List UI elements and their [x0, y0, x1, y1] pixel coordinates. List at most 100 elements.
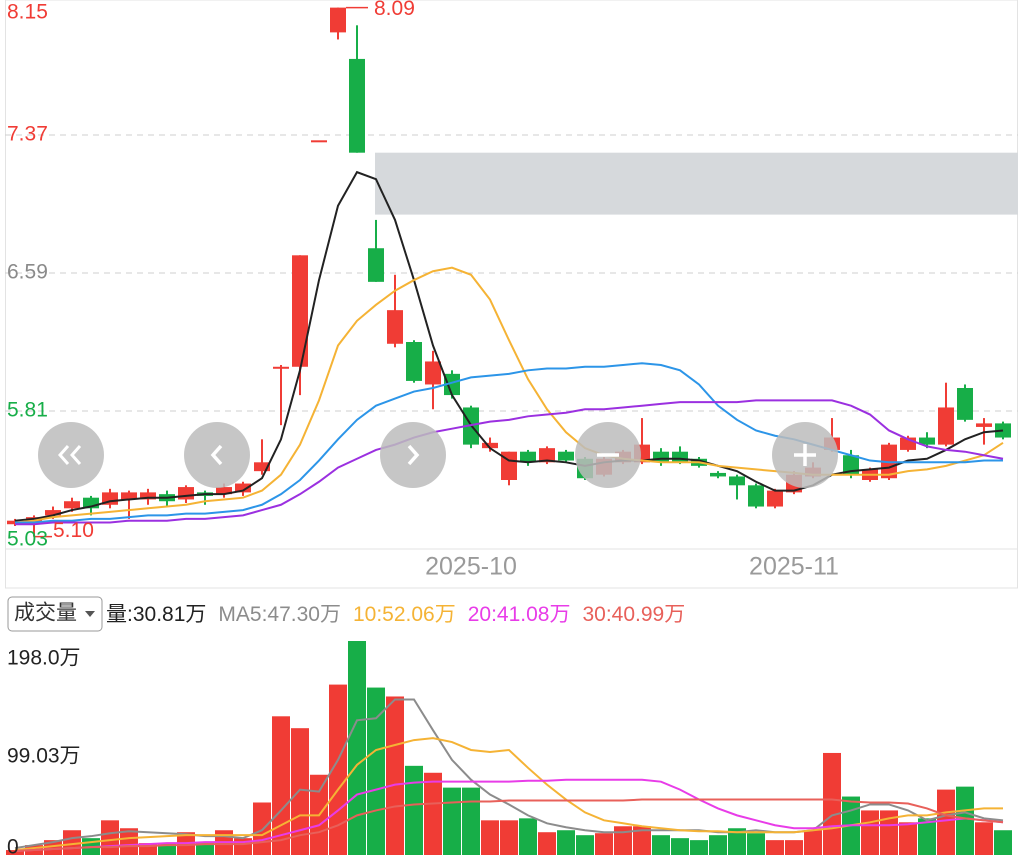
- y-tick-label: 7.37: [7, 123, 48, 146]
- volume-bar: [386, 696, 404, 855]
- candle-body: [653, 451, 669, 463]
- volume-bar: [652, 835, 670, 855]
- legend-entry: 10:52.06万: [353, 603, 456, 626]
- candle-body: [387, 310, 403, 344]
- volume-bar: [804, 830, 822, 855]
- candle-body: [919, 437, 935, 445]
- volume-bar: [918, 818, 936, 855]
- legend-entry: 20:41.08万: [468, 603, 571, 626]
- y-tick-label: 0: [7, 836, 19, 855]
- candle-body: [235, 483, 251, 493]
- candle-body: [767, 490, 783, 507]
- y-tick-label: 99.03万: [7, 744, 81, 767]
- zoom-in-button[interactable]: [575, 422, 641, 488]
- next-button[interactable]: [380, 422, 446, 488]
- zoom-in-button[interactable]: [772, 422, 838, 488]
- legend-entry: MA5:47.30万: [218, 603, 341, 626]
- volume-legend: 量:30.81万 MA5:47.30万 10:52.06万 20:41.08万 30:4…: [106, 603, 685, 626]
- candle-body: [45, 510, 61, 516]
- volume-bar: [101, 820, 119, 855]
- volume-bar: [576, 835, 594, 855]
- volume-bar: [253, 802, 271, 855]
- indicator-label: 成交量: [14, 602, 77, 625]
- volume-bar: [481, 820, 499, 855]
- volume-bar: [994, 830, 1012, 855]
- candle-body: [178, 487, 194, 500]
- ma-line: [14, 170, 1004, 522]
- price-panel-frame: [5, 0, 1018, 550]
- candle-body: [558, 451, 574, 461]
- volume-bar: [709, 835, 727, 855]
- ma-line: [14, 266, 1004, 524]
- volume-bar: [899, 822, 917, 855]
- volume-bar: [424, 772, 442, 855]
- volume-bar: [405, 765, 423, 855]
- y-tick-label: 6.59: [7, 261, 48, 284]
- volume-bar: [139, 843, 157, 855]
- y-tick-label: 8.15: [7, 1, 48, 24]
- volume-bar: [633, 826, 651, 855]
- volume-bar: [329, 684, 347, 855]
- volume-bar: [975, 822, 993, 855]
- volume-bar: [614, 826, 632, 855]
- ma-line: [15, 362, 1003, 524]
- y-tick-label: 5.03: [7, 528, 48, 551]
- candle-body: [216, 487, 232, 495]
- ma-line: [14, 798, 1004, 853]
- volume-bar: [747, 833, 765, 855]
- candle-body: [976, 423, 992, 427]
- volume-bar: [880, 810, 898, 855]
- candle-body: [444, 373, 460, 396]
- candle-body: [140, 492, 156, 500]
- volume-bar: [6, 850, 24, 855]
- candle-body: [957, 388, 973, 420]
- candle-body: [273, 366, 289, 369]
- candle-body: [292, 255, 308, 367]
- volume-bar: [158, 843, 176, 855]
- y-tick-label: 198.0万: [7, 646, 81, 669]
- candle-body: [520, 451, 536, 463]
- volume-bar: [823, 752, 841, 855]
- volume-bar: [538, 832, 556, 855]
- volume-bar: [500, 820, 518, 855]
- candle-body: [121, 492, 137, 500]
- candle-body: [729, 476, 745, 486]
- volume-bar: [348, 641, 366, 855]
- indicator-button[interactable]: 成交量: [7, 596, 103, 632]
- candle-body: [406, 342, 422, 381]
- candle-body: [938, 407, 954, 445]
- legend-entry: 量:30.81万: [106, 603, 206, 626]
- candle-body: [748, 485, 764, 507]
- prev-button[interactable]: [184, 422, 250, 488]
- volume-bar: [519, 818, 537, 855]
- volume-bar: [462, 787, 480, 855]
- ma-line: [15, 399, 1004, 526]
- candle-body: [330, 7, 346, 33]
- low-marker-label: 5.10: [53, 519, 94, 542]
- candle-body: [254, 462, 270, 472]
- volume-bar: [956, 786, 974, 855]
- nav-buttons: [38, 422, 838, 488]
- candle-body: [672, 451, 688, 463]
- ma-line: [14, 778, 1004, 853]
- volume-bar: [196, 843, 214, 855]
- volume-bar: [671, 838, 689, 855]
- x-tick-label: 2025-10: [425, 553, 517, 581]
- candle-body: [83, 497, 99, 509]
- candle-body: [425, 361, 441, 385]
- volume-bar: [291, 728, 309, 855]
- volume-bar: [861, 810, 879, 855]
- volume-bar: [937, 789, 955, 855]
- zoom-out-button[interactable]: [38, 422, 104, 488]
- volume-bar: [120, 828, 138, 855]
- x-tick-label: 2025-11: [749, 553, 839, 581]
- volume-bar: [557, 830, 575, 855]
- ma-line: [14, 698, 1004, 850]
- volume-bar: [272, 716, 290, 855]
- volume-bar: [367, 687, 385, 855]
- high-marker-label: 8.09: [374, 0, 415, 20]
- candle-body: [368, 248, 384, 282]
- candle-body: [482, 442, 498, 449]
